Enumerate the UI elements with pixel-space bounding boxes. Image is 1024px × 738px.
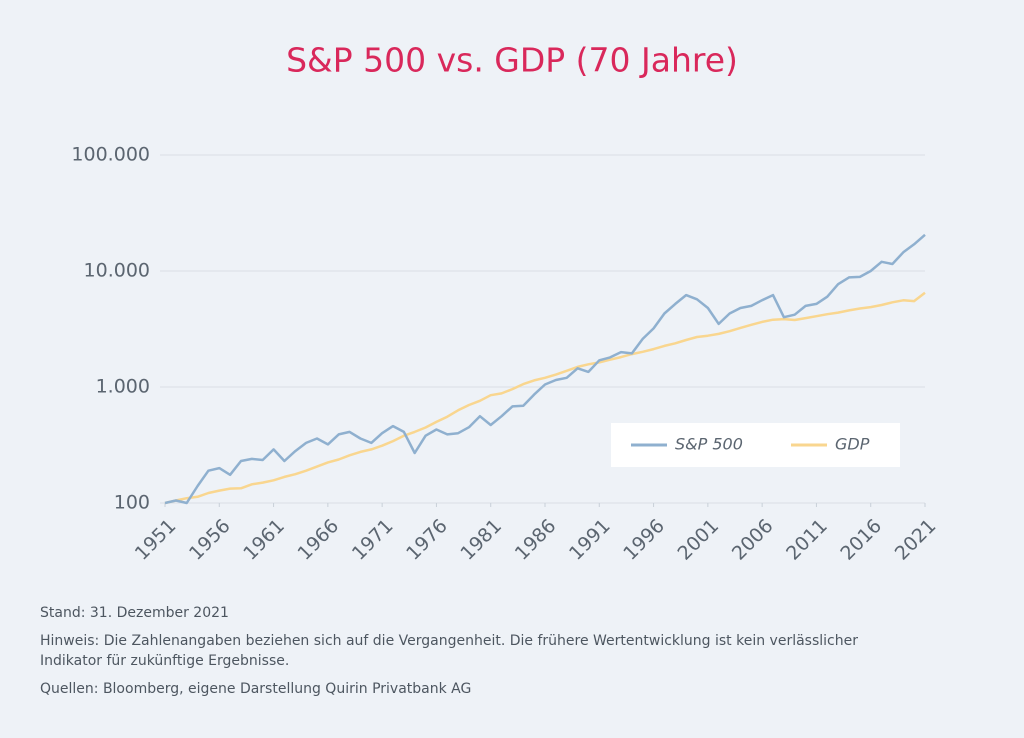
series-line xyxy=(164,291,926,505)
x-tick-label: 2011 xyxy=(782,515,832,565)
chart-title: S&P 500 vs. GDP (70 Jahre) xyxy=(286,41,738,80)
y-tick-label: 100 xyxy=(114,492,150,514)
series-line xyxy=(164,233,926,505)
x-tick-label: 1996 xyxy=(619,515,669,565)
x-tick-label: 1951 xyxy=(131,515,181,565)
x-tick-label: 2006 xyxy=(728,515,778,565)
x-tick-label: 2001 xyxy=(674,515,724,565)
x-tick-label: 1971 xyxy=(348,515,398,565)
footnote: Quellen: Bloomberg, eigene Darstellung Q… xyxy=(40,681,471,697)
x-tick-label: 1986 xyxy=(511,515,561,565)
y-tick-label: 100.000 xyxy=(71,144,150,166)
x-tick-label: 1991 xyxy=(565,515,615,565)
x-tick-label: 2016 xyxy=(836,515,886,565)
x-tick-label: 1966 xyxy=(294,515,344,565)
legend-label: S&P 500 xyxy=(675,435,743,454)
footnote: Stand: 31. Dezember 2021 xyxy=(40,605,229,621)
x-tick-label: 1981 xyxy=(456,515,506,565)
legend-label: GDP xyxy=(835,435,870,454)
x-tick-label: 1956 xyxy=(185,515,235,565)
x-tick-label: 1976 xyxy=(402,515,452,565)
footnote: Hinweis: Die Zahlenangaben beziehen sich… xyxy=(40,633,858,649)
footnote: Indikator für zukünftige Ergebnisse. xyxy=(40,653,289,669)
y-tick-label: 10.000 xyxy=(84,260,150,282)
x-tick-label: 2021 xyxy=(891,515,941,565)
x-tick-label: 1961 xyxy=(239,515,289,565)
y-tick-label: 1.000 xyxy=(96,376,150,398)
